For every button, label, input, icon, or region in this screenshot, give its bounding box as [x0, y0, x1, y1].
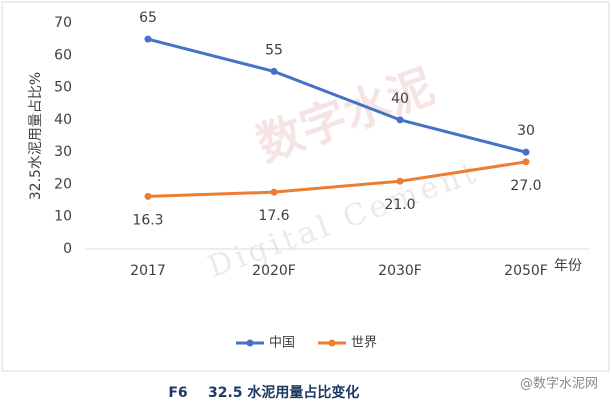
legend-marker	[328, 339, 336, 347]
legend-marker	[246, 339, 254, 347]
point	[270, 188, 278, 196]
point	[522, 148, 530, 156]
point	[144, 35, 152, 43]
data-label: 21.0	[384, 197, 415, 213]
point	[396, 116, 404, 124]
y-tick-label: 60	[54, 47, 72, 63]
x-tick-label: 2017	[130, 263, 166, 279]
y-tick-label: 70	[54, 15, 72, 31]
caption: 32.5 水泥用量占比变化	[208, 384, 359, 401]
y-tick-label: 0	[63, 241, 72, 257]
x-tick-label: 2030F	[378, 263, 422, 279]
point	[522, 158, 530, 166]
data-label: 30	[517, 123, 535, 139]
y-axis-title: 32.5水泥用量占比%	[28, 72, 44, 200]
data-label: 17.6	[258, 208, 289, 224]
legend-label: 世界	[351, 336, 377, 351]
y-tick-label: 40	[54, 112, 72, 128]
point	[396, 177, 404, 185]
series-line	[147, 160, 527, 198]
data-label: 16.3	[132, 212, 163, 228]
x-axis-title: 年份	[554, 258, 582, 274]
data-label: 27.0	[510, 178, 541, 194]
y-tick-label: 30	[54, 144, 72, 160]
x-tick-label: 2050F	[504, 263, 548, 279]
y-tick-label: 10	[54, 209, 72, 225]
y-tick-label: 50	[54, 80, 72, 96]
series-line	[147, 37, 527, 154]
data-label: 65	[139, 10, 157, 26]
source-mark: @数字水泥网	[520, 377, 598, 392]
point	[144, 192, 152, 200]
legend-label: 中国	[269, 336, 295, 351]
caption-id: F6	[168, 385, 187, 401]
x-tick-label: 2020F	[252, 263, 296, 279]
chart-frame	[1, 1, 610, 372]
point	[270, 67, 278, 75]
data-label: 55	[265, 42, 283, 58]
data-label: 40	[391, 91, 409, 107]
y-tick-label: 20	[54, 176, 72, 192]
